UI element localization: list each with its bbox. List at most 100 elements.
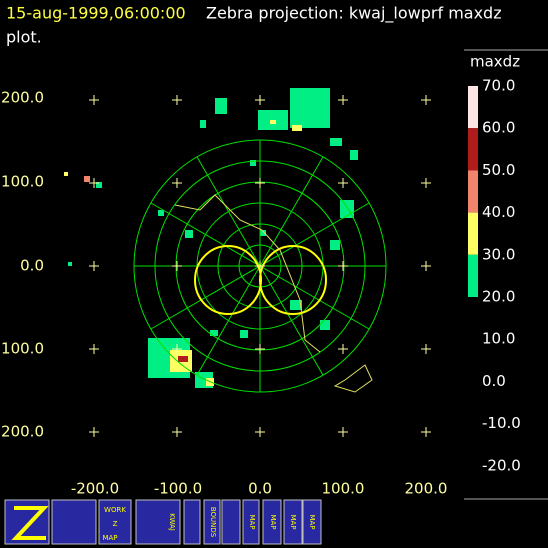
grid-cross (172, 261, 182, 271)
x-label: 100.0 (322, 480, 365, 498)
grid-cross (338, 178, 348, 188)
colorbar-label: -20.0 (482, 456, 521, 474)
toolbar-button[interactable] (283, 499, 303, 545)
echo (350, 150, 358, 160)
echo (84, 176, 90, 182)
echo (330, 138, 342, 146)
toolbar-button[interactable] (262, 499, 282, 545)
echo (290, 88, 330, 128)
echo (292, 125, 302, 131)
button-label: MAP (269, 514, 277, 529)
echo (270, 120, 276, 124)
echo (330, 240, 340, 250)
grid-cross (255, 344, 265, 354)
x-label: -200.0 (71, 480, 119, 498)
grid-cross (421, 261, 431, 271)
echo (250, 160, 256, 166)
title: plot. (6, 28, 42, 47)
echo (320, 320, 330, 330)
button-label: BOUNDS (209, 507, 217, 538)
echo (215, 98, 227, 114)
grid-cross (255, 95, 265, 105)
grid-cross (255, 178, 265, 188)
echo (260, 230, 266, 236)
button-label: KWAJ (168, 513, 176, 531)
button-label: MAP (248, 514, 256, 529)
grid-cross (338, 95, 348, 105)
grid-cross (172, 178, 182, 188)
grid-cross (89, 95, 99, 105)
grid-cross (421, 178, 431, 188)
coastline (174, 194, 373, 393)
colorbar-label: 10.0 (482, 330, 515, 348)
grid-cross (338, 427, 348, 437)
toolbar-button[interactable] (302, 499, 322, 545)
colorbar-label: 0.0 (482, 372, 506, 390)
title: Zebra projection: kwaj_lowprf maxdz (206, 4, 502, 24)
button-label: Z (113, 520, 118, 528)
y-label: 100.0 (1, 340, 44, 358)
y-label: 200.0 (1, 89, 44, 107)
grid-cross (421, 95, 431, 105)
echo (185, 230, 193, 238)
toolbar-button[interactable] (221, 499, 241, 545)
echo (68, 262, 72, 266)
echo (178, 356, 188, 362)
grid-cross (255, 427, 265, 437)
colorbar-swatch (468, 212, 478, 255)
echo (210, 330, 218, 336)
colorbar-label: 20.0 (482, 288, 515, 306)
x-label: 0.0 (248, 480, 272, 498)
colorbar-label: 30.0 (482, 245, 515, 263)
grid-cross (172, 95, 182, 105)
toolbar-button[interactable] (183, 499, 201, 545)
colorbar-label: 40.0 (482, 203, 515, 221)
toolbar: WORK Z MAP KWAJ BOUNDS MAP MAP MAP MAP (4, 499, 322, 545)
grid-cross (338, 344, 348, 354)
grid-cross (89, 427, 99, 437)
grid-cross (255, 261, 265, 271)
x-label: -100.0 (154, 480, 202, 498)
echo (96, 182, 102, 188)
button-label: WORK (104, 506, 126, 514)
colorbar-label: 70.0 (482, 77, 515, 95)
grid-cross (89, 344, 99, 354)
echo (290, 300, 302, 310)
colorbar-swatch (468, 170, 478, 213)
overlay (259, 245, 327, 315)
echo (64, 172, 68, 176)
grid-cross (421, 427, 431, 437)
colorbar-title: maxdz (470, 53, 520, 71)
button-label: MAP (289, 514, 297, 529)
colorbar-swatch (468, 254, 478, 297)
grid-cross (89, 261, 99, 271)
colorbar-label: 60.0 (482, 119, 515, 137)
toolbar-button[interactable] (98, 499, 132, 545)
toolbar-button[interactable] (203, 499, 221, 545)
timestamp: 15-aug-1999,06:00:00 (6, 4, 186, 23)
echo (200, 120, 206, 128)
button-label: MAP (102, 534, 117, 542)
grid-cross (421, 344, 431, 354)
x-label: 200.0 (405, 480, 448, 498)
toolbar-button[interactable] (242, 499, 260, 545)
echo (240, 330, 248, 338)
y-label: 200.0 (1, 423, 44, 441)
grid-cross (172, 427, 182, 437)
colorbar-label: -10.0 (482, 414, 521, 432)
grid-cross (89, 178, 99, 188)
colorbar-label: 50.0 (482, 161, 515, 179)
toolbar-button[interactable] (51, 499, 97, 545)
radar-plot: -200.0 -100.0 0.0 100.0 200.0 200.0 100.0 0.0 10… (1, 88, 447, 498)
y-label: 0.0 (20, 257, 44, 275)
grid-cross (172, 344, 182, 354)
button-label: MAP (308, 514, 316, 529)
y-label: 100.0 (1, 173, 44, 191)
toolbar-button[interactable] (135, 499, 181, 545)
button-icon (11, 506, 49, 540)
colorbar-swatch (468, 86, 478, 129)
echo (158, 210, 164, 216)
overlay (194, 245, 262, 315)
